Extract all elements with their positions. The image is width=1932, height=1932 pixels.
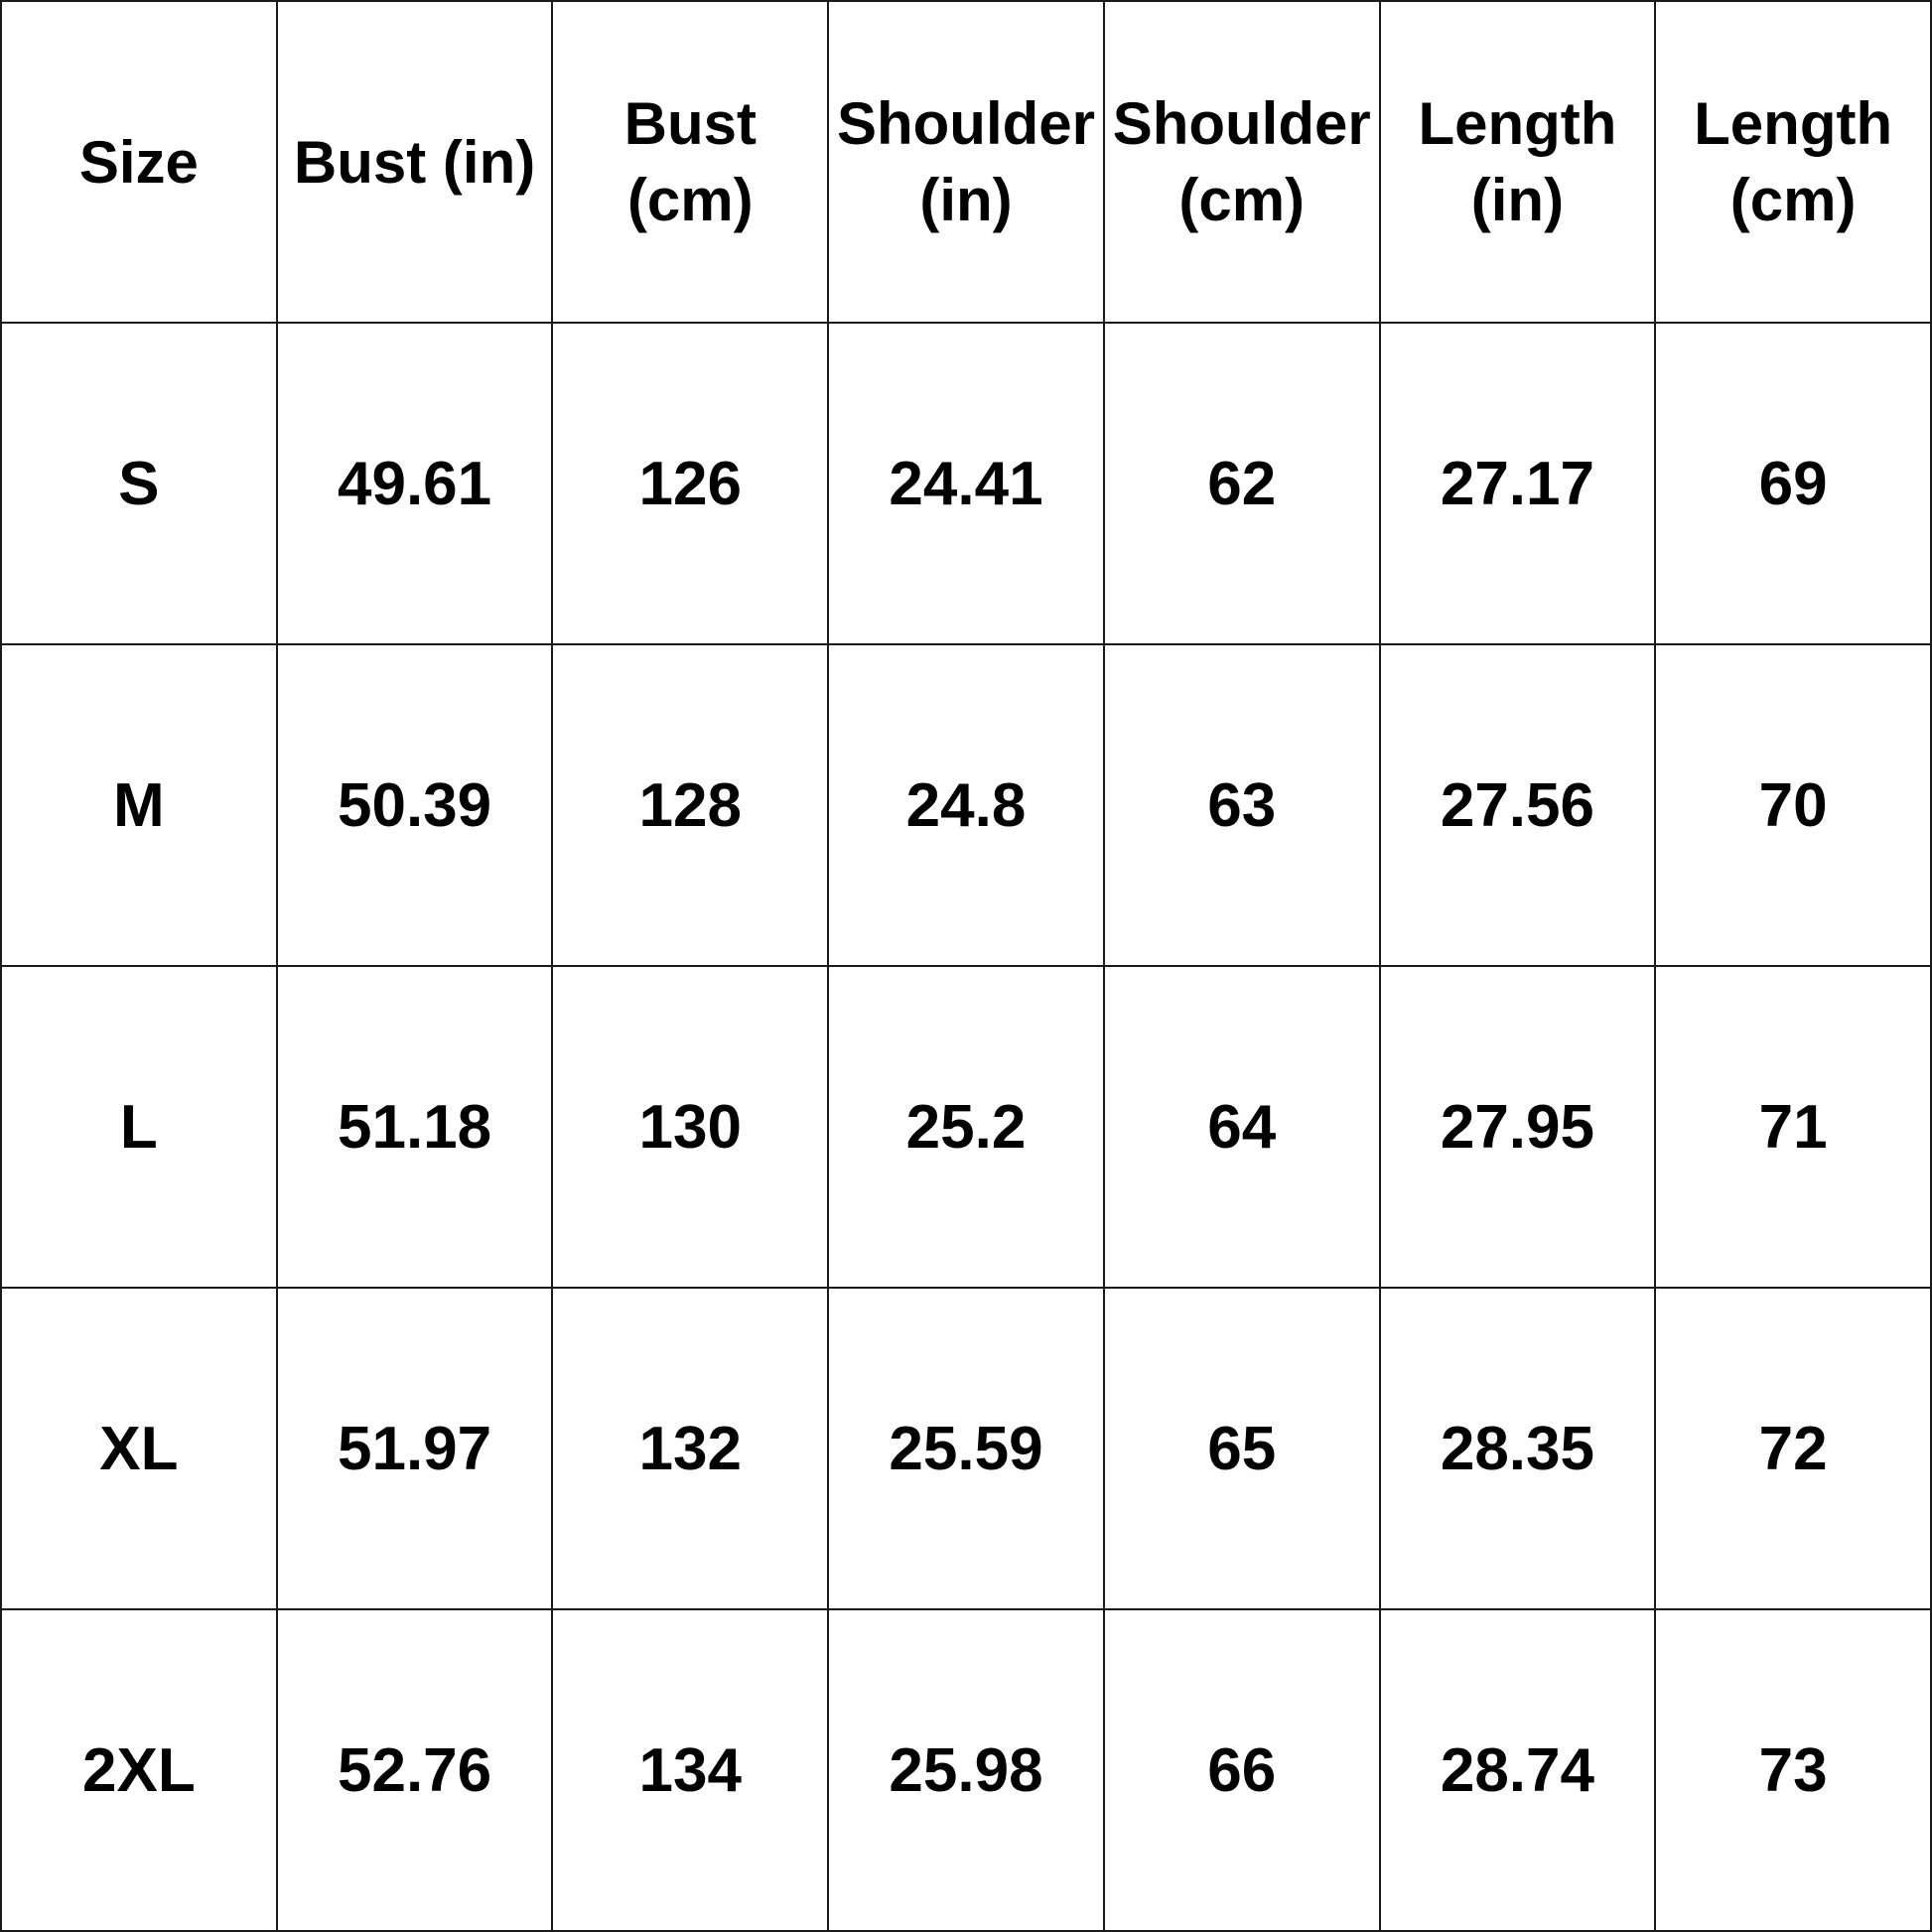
size-label-cell: S	[2, 324, 278, 645]
table-cell: 24.41	[829, 324, 1105, 645]
table-cell: 27.17	[1380, 324, 1657, 645]
table-cell: 49.61	[277, 324, 554, 645]
table-cell: 25.98	[829, 1610, 1105, 1932]
size-label-cell: L	[2, 967, 278, 1289]
table-cell: 50.39	[277, 645, 554, 967]
table-cell: 132	[553, 1289, 830, 1610]
table-cell: 65	[1104, 1289, 1381, 1610]
table-cell: 25.59	[829, 1289, 1105, 1610]
table-cell: 28.74	[1380, 1610, 1657, 1932]
size-label-cell: 2XL	[2, 1610, 278, 1932]
column-header: Shoulder (in)	[829, 2, 1105, 324]
table-cell: 126	[553, 324, 830, 645]
table-cell: 25.2	[829, 967, 1105, 1289]
table-cell: 72	[1656, 1289, 1932, 1610]
table-cell: 51.18	[277, 967, 554, 1289]
table-cell: 28.35	[1380, 1289, 1657, 1610]
column-header: Bust (cm)	[553, 2, 830, 324]
table-cell: 63	[1104, 645, 1381, 967]
table-cell: 51.97	[277, 1289, 554, 1610]
table-cell: 134	[553, 1610, 830, 1932]
size-label-cell: XL	[2, 1289, 278, 1610]
size-label-cell: M	[2, 645, 278, 967]
table-cell: 27.95	[1380, 967, 1657, 1289]
column-header: Length (cm)	[1656, 2, 1932, 324]
table-cell: 52.76	[277, 1610, 554, 1932]
table-cell: 128	[553, 645, 830, 967]
column-header: Length (in)	[1380, 2, 1657, 324]
column-header: Bust (in)	[277, 2, 554, 324]
table-cell: 64	[1104, 967, 1381, 1289]
table-cell: 62	[1104, 324, 1381, 645]
table-cell: 69	[1656, 324, 1932, 645]
column-header: Shoulder (cm)	[1104, 2, 1381, 324]
table-cell: 71	[1656, 967, 1932, 1289]
table-cell: 66	[1104, 1610, 1381, 1932]
table-cell: 24.8	[829, 645, 1105, 967]
table-cell: 70	[1656, 645, 1932, 967]
table-cell: 27.56	[1380, 645, 1657, 967]
column-header: Size	[2, 2, 278, 324]
table-cell: 73	[1656, 1610, 1932, 1932]
table-cell: 130	[553, 967, 830, 1289]
